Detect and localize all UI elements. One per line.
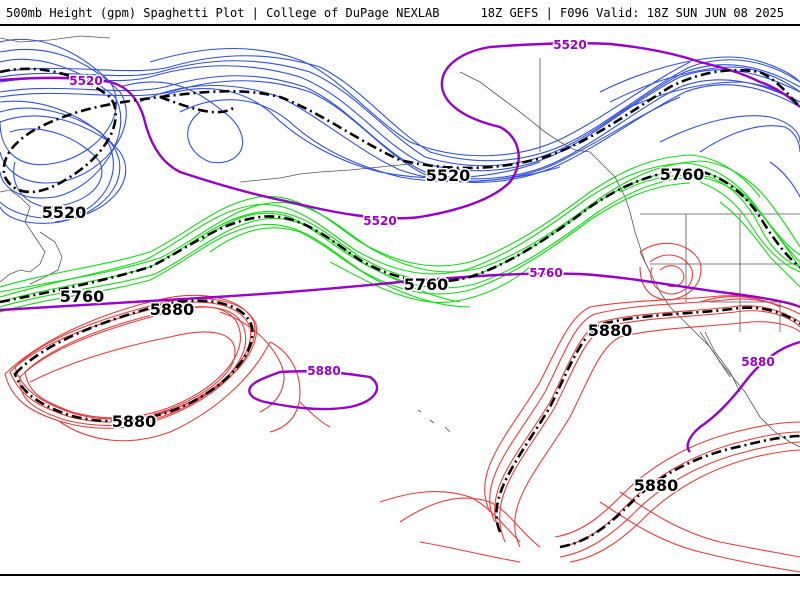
- label-climo-5760: 5760: [529, 266, 562, 280]
- label-5760-right: 5760: [660, 165, 705, 184]
- label-climo-5520-left: 5520: [69, 74, 102, 88]
- coast-baja: [704, 331, 741, 393]
- coast-alaska: [459, 71, 601, 163]
- label-5520-left: 5520: [42, 203, 87, 222]
- mean-5520-b: [159, 95, 236, 114]
- mean-5520: [0, 67, 800, 194]
- coastlines: [0, 35, 800, 448]
- label-5880-left-top: 5880: [150, 300, 195, 319]
- ensemble-5880-members: [4, 242, 800, 573]
- label-5880-right-top: 5880: [588, 321, 633, 340]
- mean-5760: [0, 168, 800, 304]
- label-5520-center: 5520: [426, 166, 471, 185]
- mean-5880-right-b: [559, 434, 800, 549]
- climatology-labels: 5520 5520 5520 5760 5880 5880: [68, 37, 776, 380]
- ensemble-5520-members: [0, 38, 800, 224]
- label-climo-5520-mid: 5520: [363, 214, 396, 228]
- mean-5880-left: [13, 299, 254, 423]
- map-canvas: 5520 5520 5520 5760 5880 5880 5520 5520 …: [0, 35, 800, 573]
- label-5880-right-bottom: 5880: [634, 476, 679, 495]
- climo-5760: [0, 272, 800, 312]
- coast-asia-2: [0, 35, 111, 43]
- label-climo-5880-right: 5880: [741, 355, 774, 369]
- climo-5520-top: [0, 41, 800, 220]
- hawaii: [417, 409, 451, 433]
- label-5760-left: 5760: [60, 287, 105, 306]
- coast-japan: [29, 231, 63, 285]
- label-climo-5520-top: 5520: [553, 38, 586, 52]
- coast-mexico: [699, 331, 800, 448]
- footer-bar: [0, 576, 800, 600]
- map-title: 500mb Height (gpm) Spaghetti Plot | Coll…: [6, 6, 440, 20]
- spaghetti-map: 5520 5520 5520 5760 5880 5880 5520 5520 …: [0, 24, 800, 576]
- climo-5880-left: [248, 370, 379, 411]
- label-5880-left-bottom: 5880: [112, 412, 157, 431]
- climatology-contours: [0, 41, 800, 453]
- ensemble-mean-contours: [0, 67, 800, 549]
- ensemble-5760-members: [0, 154, 800, 313]
- header-bar: 500mb Height (gpm) Spaghetti Plot | Coll…: [0, 0, 800, 24]
- label-climo-5880-left: 5880: [307, 364, 340, 378]
- mean-contour-labels: 5520 5520 5760 5760 5760 5880 5880 5880 …: [40, 164, 706, 497]
- coast-aleutians: [239, 163, 411, 183]
- run-info: 18Z GEFS | F096 Valid: 18Z SUN JUN 08 20…: [480, 6, 784, 20]
- label-5760-center: 5760: [404, 275, 449, 294]
- climo-5880-right: [686, 340, 800, 453]
- coast-asia: [0, 189, 46, 283]
- mean-5880-right: [495, 306, 800, 533]
